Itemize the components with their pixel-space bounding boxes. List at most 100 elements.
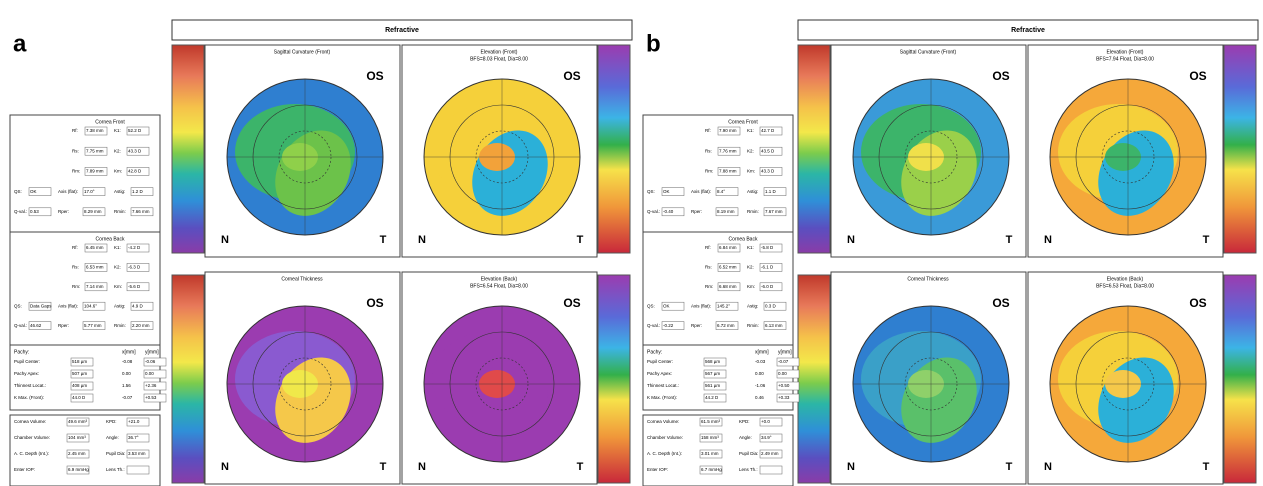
value: 3.53 mm: [128, 451, 146, 456]
header: Refractive: [385, 27, 419, 34]
value: 7.38 mm: [86, 128, 104, 133]
column-head: x[mm]: [122, 349, 136, 355]
field-label: K2:: [747, 148, 754, 153]
field-label: Q-val.:: [647, 209, 660, 214]
field-label: 0.46: [755, 395, 764, 400]
field-label: Enter IOP:: [14, 467, 35, 472]
field-label: Rs:: [705, 148, 712, 153]
eye-label: OS: [563, 296, 580, 310]
value: -0.22: [663, 323, 674, 328]
field-label: Rper:: [691, 323, 702, 328]
value: 561 µm: [705, 383, 720, 388]
box-title: Cornea Back: [729, 236, 758, 242]
field-label: Rf:: [72, 128, 78, 133]
value: 5.77 mm: [84, 323, 102, 328]
value: 0.53: [30, 209, 39, 214]
color-scale: [598, 45, 630, 253]
value: 2.20 mm: [132, 323, 150, 328]
column-head: Pachy:: [14, 349, 29, 355]
field-label: A. C. Depth (Int.):: [14, 451, 49, 456]
field-label: KPD:: [739, 419, 750, 424]
field-label: Cornea Volume:: [647, 419, 679, 424]
nasal-label: N: [221, 461, 229, 473]
map-subtitle: BFS=6.53 Float, Dia=8.00: [1096, 283, 1154, 289]
value: 408 µm: [72, 383, 87, 388]
field-label: K1:: [114, 245, 121, 250]
field-label: Astig:: [747, 303, 758, 308]
color-scale: [598, 275, 630, 483]
temporal-label: T: [577, 461, 584, 473]
value: 44.0 D: [72, 395, 86, 400]
map-title: Corneal Thickness: [281, 276, 323, 282]
value: 42.8 D: [128, 169, 142, 174]
value: -6.0 D: [761, 284, 774, 289]
field-label: Axis (flat):: [691, 189, 711, 194]
field-label: Rs:: [72, 148, 79, 153]
value: 518 µm: [72, 359, 87, 364]
field-label: Q-val.:: [14, 209, 27, 214]
value: 8.19 mm: [717, 209, 735, 214]
field-label: Km:: [747, 169, 755, 174]
value: 0.00: [145, 371, 154, 376]
field-label: K Max. (Front):: [647, 395, 677, 400]
field-label: Rm:: [705, 169, 713, 174]
temporal-label: T: [1203, 234, 1210, 246]
color-scale: [798, 45, 830, 253]
value: 7.89 mm: [86, 169, 104, 174]
panel-label: b: [646, 30, 661, 57]
field-label: KPD:: [106, 419, 117, 424]
field-label: Lens Th.:: [739, 467, 758, 472]
nasal-label: N: [847, 461, 855, 473]
value: 36.7°: [128, 435, 139, 440]
field-label: Rmin:: [114, 323, 126, 328]
field-label: Angle:: [106, 435, 119, 440]
field-label: QS:: [14, 189, 22, 194]
field-label: K2:: [114, 148, 121, 153]
field-label: Thinnest Locat.:: [14, 383, 46, 388]
nasal-label: N: [221, 234, 229, 246]
field-label: Rm:: [705, 284, 713, 289]
value: 6.72 mm: [717, 323, 735, 328]
field-label: -0.03: [755, 359, 766, 364]
field-label: K Max. (Front):: [14, 395, 44, 400]
color-scale: [172, 45, 204, 253]
map-subtitle: BFS=8.03 Float, Dia=8.00: [470, 56, 528, 62]
temporal-label: T: [577, 234, 584, 246]
value-box: [760, 466, 782, 474]
value: 2.49 mm: [761, 451, 779, 456]
value: 7.14 mm: [86, 284, 104, 289]
field-label: Km:: [114, 169, 122, 174]
field-label: Angle:: [739, 435, 752, 440]
value: 7.88 mm: [719, 169, 737, 174]
field-label: K1:: [747, 245, 754, 250]
header: Refractive: [1011, 27, 1045, 34]
field-label: Rf:: [705, 245, 711, 250]
value: +0.0: [761, 419, 770, 424]
value: 61.5 mm³: [701, 419, 721, 424]
value-box: [127, 466, 149, 474]
value: 6.84 mm: [719, 245, 737, 250]
map-title: Elevation (Back): [1107, 276, 1144, 282]
value: 34.9°: [761, 435, 772, 440]
field-label: Km:: [114, 284, 122, 289]
field-label: Chamber Volume:: [14, 435, 50, 440]
temporal-label: T: [380, 234, 387, 246]
field-label: QS:: [14, 303, 22, 308]
temporal-label: T: [380, 461, 387, 473]
value: 567 µm: [705, 371, 720, 376]
field-label: QS:: [647, 189, 655, 194]
value: 7.66 mm: [132, 209, 150, 214]
column-head: y[mm]: [778, 349, 792, 355]
value: 1.1 D: [765, 189, 777, 194]
field-label: Rmin:: [114, 209, 126, 214]
value: 8.4°: [717, 189, 725, 194]
value: 6.68 mm: [719, 284, 737, 289]
map-title: Elevation (Back): [481, 276, 518, 282]
eye-label: OS: [992, 296, 1009, 310]
eye-label: OS: [1189, 296, 1206, 310]
field-label: K1:: [747, 128, 754, 133]
map-title: Elevation (Front): [481, 49, 518, 55]
field-label: Rm:: [72, 169, 80, 174]
field-label: Rper:: [58, 323, 69, 328]
value: +0.33: [778, 395, 790, 400]
